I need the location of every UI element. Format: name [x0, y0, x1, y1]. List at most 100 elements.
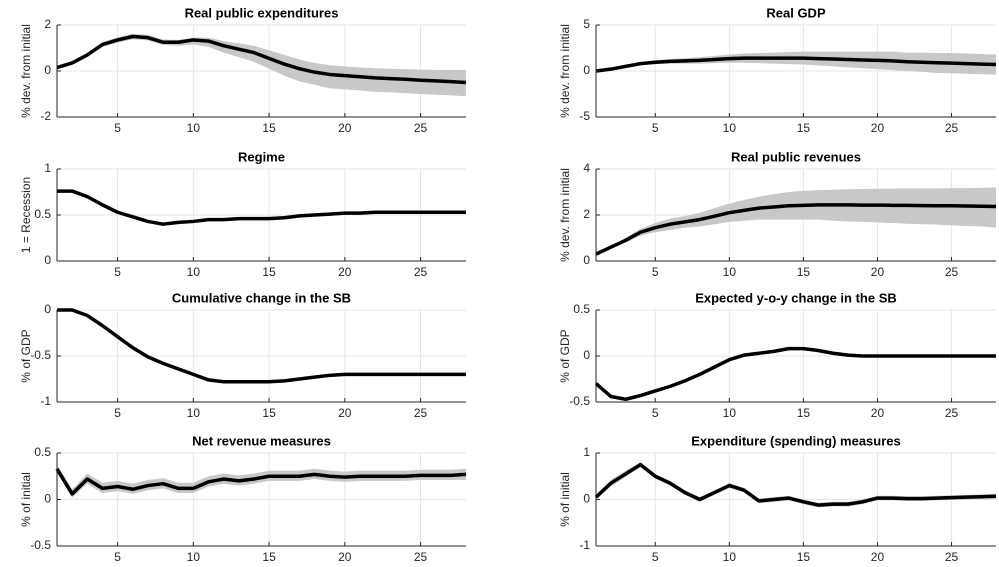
y-axis-label: 1 = Recession [19, 177, 33, 253]
line [55, 467, 467, 496]
x-tick-label: 10 [723, 265, 737, 279]
panel: -0.5 0 0.5 5 10 15 20 25 Expected y-o-y change i… [558, 290, 996, 420]
x-tick-label: 20 [871, 121, 885, 135]
y-tick-label: 0 [583, 348, 590, 362]
x-tick-label: 25 [945, 265, 959, 279]
y-axis-label: % of GDP [558, 329, 572, 382]
x-tick-label: 5 [114, 121, 121, 135]
x-tick-label: 20 [338, 406, 352, 420]
x-tick-label: 25 [945, 550, 959, 564]
x-tick-label: 15 [797, 121, 811, 135]
x-tick-label: 5 [652, 550, 659, 564]
y-tick-label: 0.5 [34, 445, 51, 459]
x-tick-label: 15 [262, 406, 276, 420]
x-tick-label: 5 [652, 265, 659, 279]
y-tick-label: 0 [583, 63, 590, 77]
panel: -1 -0.5 0 5 10 15 20 25 Cumulative change in the… [19, 290, 466, 420]
x-tick-label: 20 [338, 121, 352, 135]
x-tick-label: 5 [114, 550, 121, 564]
line [595, 203, 997, 256]
x-tick-label: 20 [871, 406, 885, 420]
y-tick-label: 0 [44, 492, 51, 506]
x-tick-label: 15 [262, 121, 276, 135]
line [57, 308, 466, 384]
y-axis-label: % dev. from initial [558, 24, 572, 118]
x-tick-label: 10 [723, 121, 737, 135]
x-tick-label: 25 [414, 121, 428, 135]
y-tick-label: 0.5 [573, 302, 590, 316]
y-axis-label: % dev. from initial [19, 24, 33, 118]
x-tick-label: 5 [652, 121, 659, 135]
panel-title: Net revenue measures [192, 433, 331, 448]
x-tick-label: 25 [945, 406, 959, 420]
x-tick-label: 10 [723, 406, 737, 420]
y-axis-label: % of GDP [19, 329, 33, 382]
y-tick-label: -1 [579, 538, 590, 552]
y-tick-label: -0.5 [30, 348, 51, 362]
x-tick-label: 15 [797, 406, 811, 420]
y-tick-label: -2 [40, 109, 51, 123]
x-tick-label: 5 [652, 406, 659, 420]
y-tick-label: -0.5 [569, 394, 590, 408]
y-tick-label: -1 [40, 394, 51, 408]
y-tick-label: 2 [44, 17, 51, 31]
panel-title: Expenditure (spending) measures [691, 433, 901, 448]
panel: 0 2 4 5 10 15 20 25 Real public revenues % dev. f… [558, 149, 997, 279]
x-tick-label: 10 [187, 121, 201, 135]
y-tick-label: 5 [583, 17, 590, 31]
y-tick-label: 0.5 [34, 207, 51, 221]
panel-title: Cumulative change in the SB [172, 290, 351, 305]
panel-title: Regime [238, 149, 285, 164]
y-tick-label: 0 [583, 253, 590, 267]
confidence-band [596, 187, 996, 255]
y-tick-label: 0 [44, 63, 51, 77]
x-tick-label: 20 [871, 550, 885, 564]
y-tick-label: 4 [583, 161, 590, 175]
panel-title: Expected y-o-y change in the SB [695, 290, 897, 305]
line [594, 462, 997, 507]
panel-title: Real public expenditures [185, 5, 339, 20]
line [594, 346, 996, 401]
y-axis-label: % of initial [19, 472, 33, 527]
panel-title: Real public revenues [731, 149, 861, 164]
x-tick-label: 20 [338, 265, 352, 279]
x-tick-label: 20 [871, 265, 885, 279]
x-tick-label: 5 [114, 265, 121, 279]
x-tick-label: 10 [723, 550, 737, 564]
y-axis-label: % dev. from initial [558, 168, 572, 262]
panel: -0.5 0 0.5 5 10 15 20 25 Net revenue measures % o… [19, 433, 467, 564]
panel-title: Real GDP [766, 5, 826, 20]
line [56, 34, 467, 85]
x-tick-label: 20 [338, 550, 352, 564]
y-tick-label: -0.5 [30, 538, 51, 552]
x-tick-label: 5 [114, 406, 121, 420]
y-tick-label: 0 [583, 492, 590, 506]
x-tick-label: 15 [262, 550, 276, 564]
x-tick-label: 15 [797, 550, 811, 564]
x-tick-label: 25 [414, 550, 428, 564]
x-tick-label: 15 [797, 265, 811, 279]
confidence-band [596, 51, 996, 75]
x-tick-label: 25 [414, 265, 428, 279]
y-tick-label: 1 [44, 161, 51, 175]
panel: -5 0 5 5 10 15 20 25 Real GDP % dev. from initial [558, 5, 997, 135]
confidence-band [57, 33, 466, 97]
y-axis-label: % of initial [558, 472, 572, 527]
x-tick-label: 10 [187, 550, 201, 564]
y-tick-label: -5 [579, 109, 590, 123]
x-tick-label: 15 [262, 265, 276, 279]
confidence-band [57, 465, 466, 498]
x-tick-label: 10 [187, 406, 201, 420]
line [595, 56, 997, 73]
y-tick-label: 2 [583, 207, 590, 221]
x-tick-label: 10 [187, 265, 201, 279]
y-tick-label: 0 [44, 302, 51, 316]
x-tick-label: 25 [945, 121, 959, 135]
y-tick-label: 0 [44, 253, 51, 267]
line [57, 189, 466, 226]
